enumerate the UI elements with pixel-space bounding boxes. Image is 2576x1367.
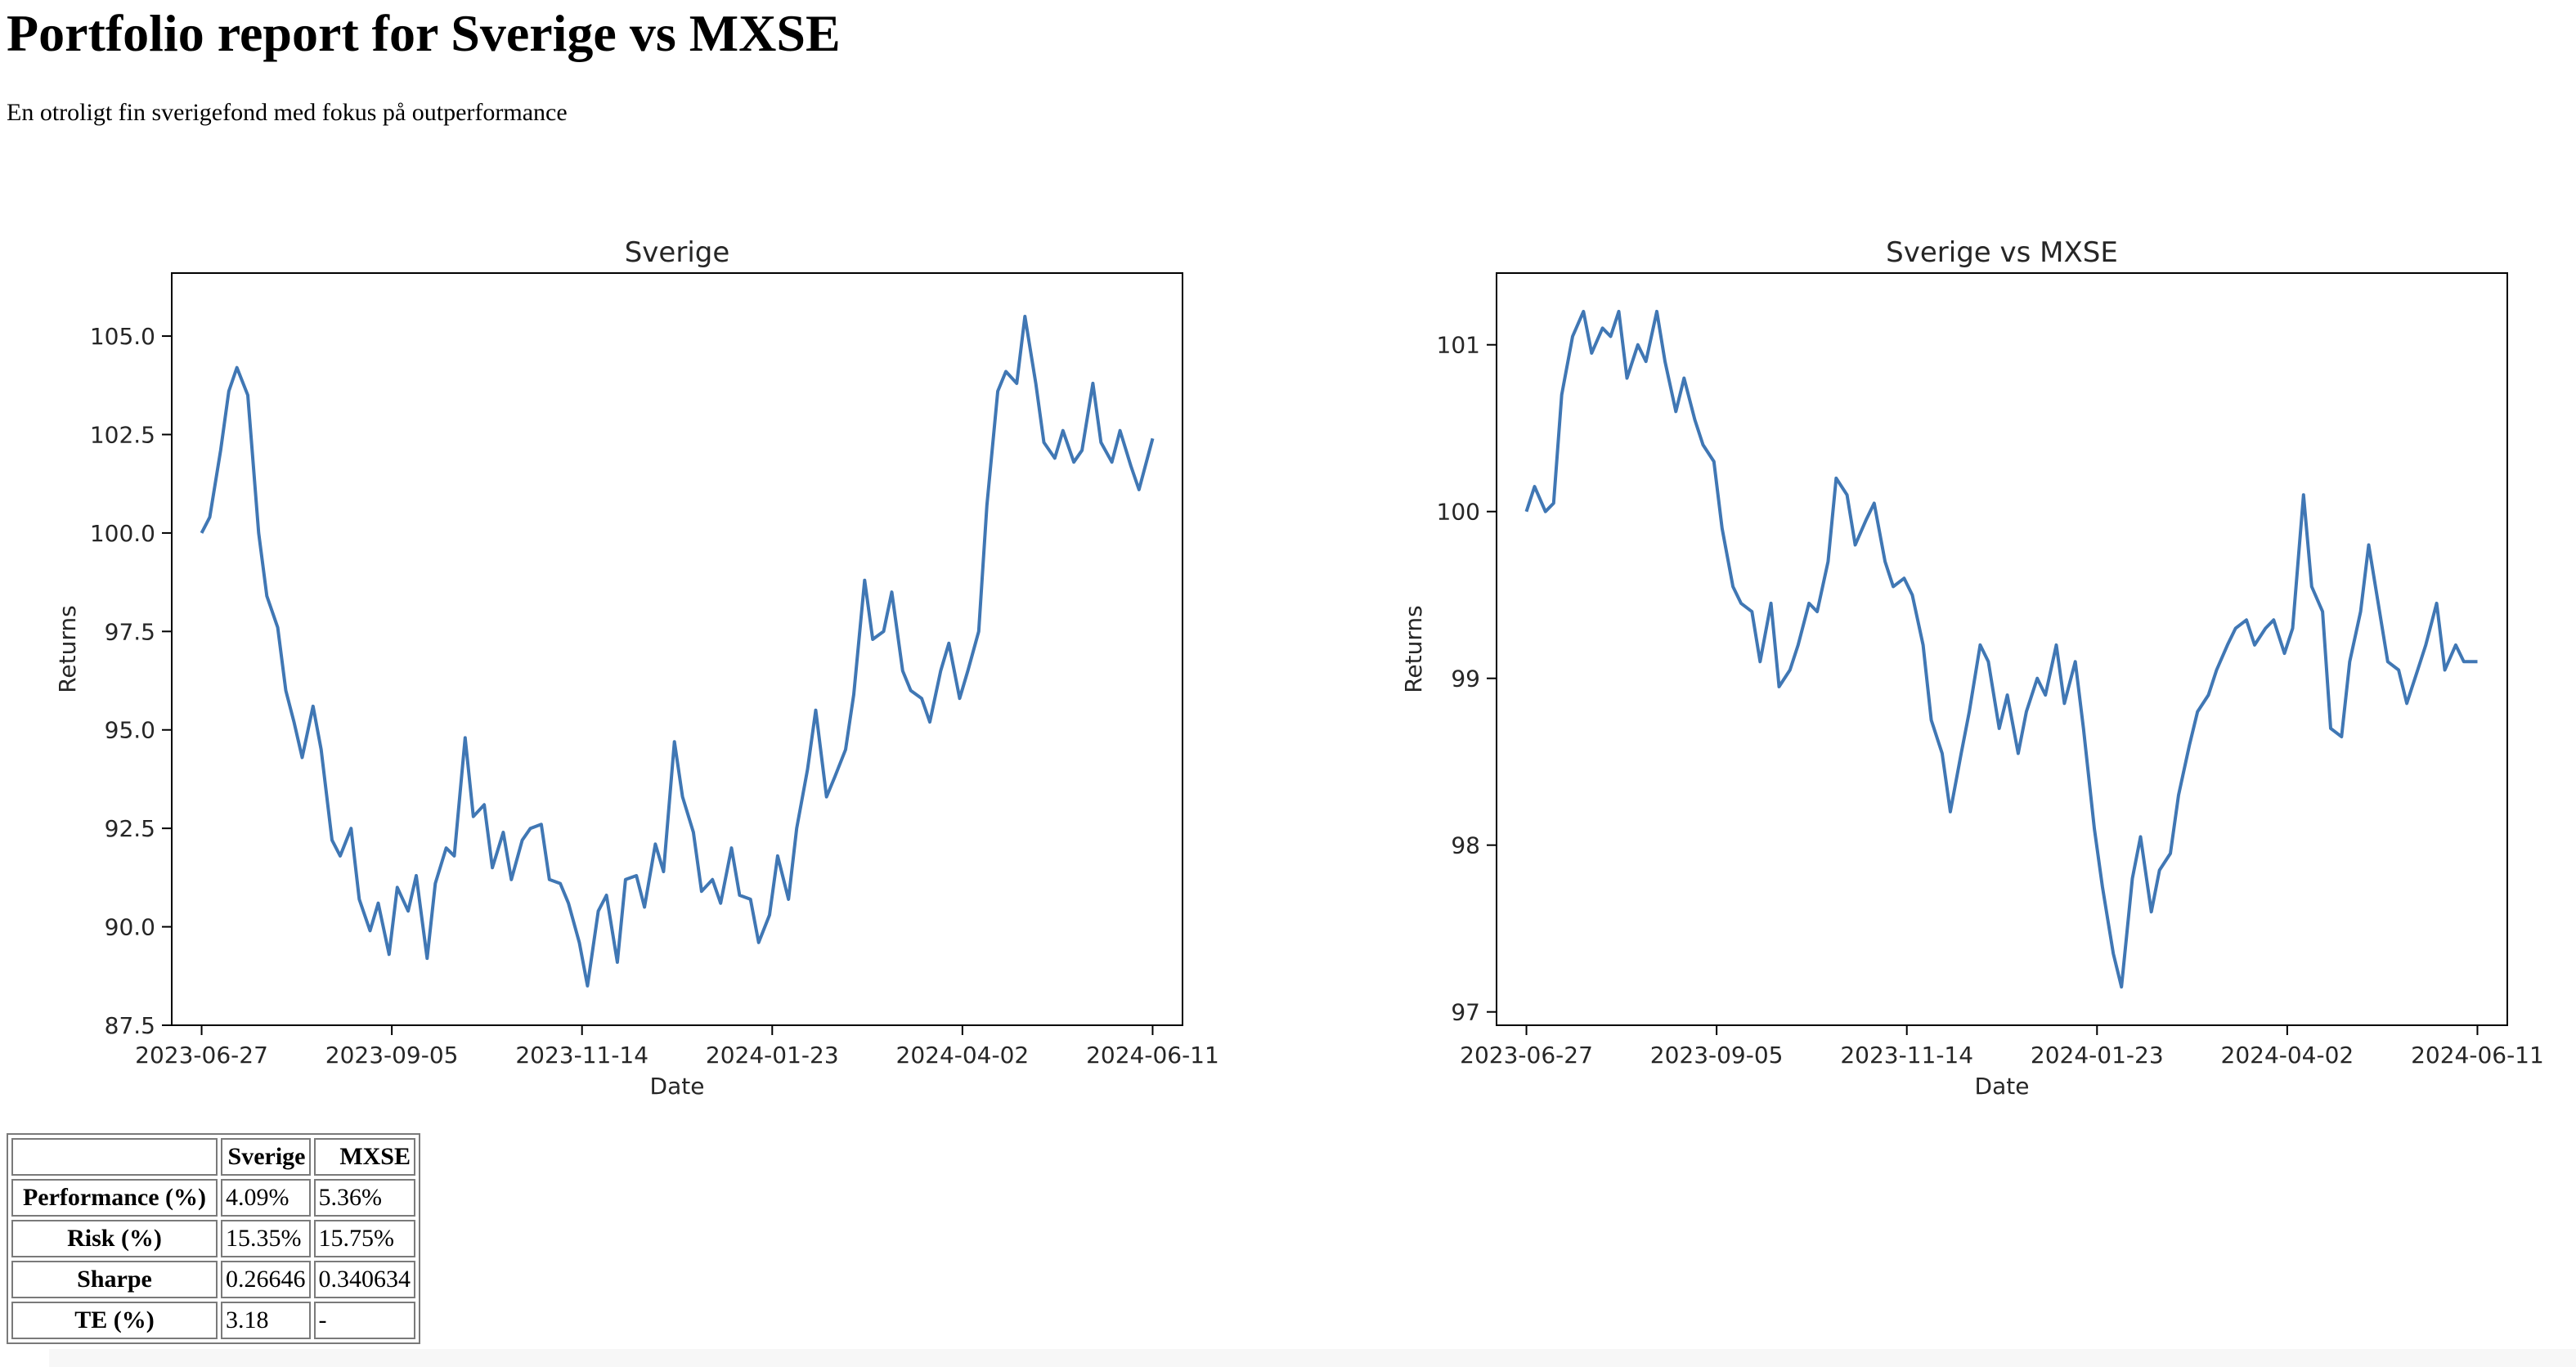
y-tick-label: 87.5 — [105, 1012, 155, 1039]
x-axis-label: Date — [650, 1073, 705, 1100]
stats-row-sharpe: Sharpe 0.26646 0.340634 — [11, 1261, 415, 1298]
plot-frame — [1496, 272, 2508, 1026]
x-tick-label: 2023-06-27 — [1460, 1042, 1593, 1069]
y-tick-label: 90.0 — [105, 914, 155, 941]
stats-cell-sverige: 4.09% — [221, 1179, 311, 1217]
y-tick-label: 98 — [1451, 832, 1480, 859]
plot-frame — [171, 272, 1183, 1026]
stats-cell-mxse: 15.75% — [313, 1220, 415, 1257]
chart-sverige-vs-mxse: Sverige vs MXSE 2023-06-27 2023-09-05 2023-… — [1400, 236, 2544, 1100]
stats-table: Sverige MXSE Performance (%) 4.09% 5.36%… — [7, 1133, 420, 1344]
y-tick-label: 105.0 — [90, 323, 155, 350]
x-tick-label: 2024-04-02 — [2221, 1042, 2354, 1069]
y-tick-label: 99 — [1451, 666, 1480, 692]
x-tick-label: 2024-01-23 — [2031, 1042, 2164, 1069]
stats-header-sverige: Sverige — [221, 1138, 311, 1176]
series-line — [1524, 309, 2478, 989]
x-tick-label: 2023-09-05 — [325, 1042, 459, 1069]
footer-band — [49, 1349, 2576, 1367]
x-tick-label: 2023-06-27 — [135, 1042, 268, 1069]
stats-row-risk: Risk (%) 15.35% 15.75% — [11, 1220, 415, 1257]
y-tick-label: 101 — [1437, 332, 1480, 359]
stats-row-label: TE (%) — [11, 1302, 218, 1339]
y-tick-label: 102.5 — [90, 421, 155, 448]
stats-cell-sverige: 3.18 — [221, 1302, 311, 1339]
y-tick-label: 92.5 — [105, 815, 155, 842]
stats-cell-mxse: 5.36% — [313, 1179, 415, 1217]
x-tick-label: 2024-06-11 — [2411, 1042, 2544, 1069]
stats-row-label: Risk (%) — [11, 1220, 218, 1257]
stats-cell-sverige: 15.35% — [221, 1220, 311, 1257]
stats-header-row: Sverige MXSE — [11, 1138, 415, 1176]
chart-title: Sverige — [625, 236, 730, 269]
stats-row-label: Sharpe — [11, 1261, 218, 1298]
stats-row-te: TE (%) 3.18 - — [11, 1302, 415, 1339]
stats-header-mxse: MXSE — [313, 1138, 415, 1176]
x-tick-label: 2024-04-02 — [896, 1042, 1030, 1069]
stats-header-empty — [11, 1138, 218, 1176]
x-tick-label: 2023-11-14 — [1840, 1042, 1973, 1069]
stats-cell-mxse: 0.340634 — [313, 1261, 415, 1298]
x-tick-label: 2024-06-11 — [1086, 1042, 1219, 1069]
stats-row-performance: Performance (%) 4.09% 5.36% — [11, 1179, 415, 1217]
x-tick-label: 2024-01-23 — [706, 1042, 839, 1069]
stats-row-label: Performance (%) — [11, 1179, 218, 1217]
chart-sverige: Sverige 2023-06-27 2023-09-05 2023-11-14 202… — [54, 236, 1219, 1100]
stats-cell-sverige: 0.26646 — [221, 1261, 311, 1298]
y-tick-label: 97.5 — [105, 618, 155, 645]
y-tick-label: 97 — [1451, 999, 1480, 1026]
chart-title: Sverige vs MXSE — [1886, 236, 2118, 269]
x-axis-label: Date — [1975, 1073, 2030, 1100]
y-tick-label: 100.0 — [90, 520, 155, 547]
x-tick-label: 2023-09-05 — [1650, 1042, 1784, 1069]
page-subtitle: En otroligt fin sverigefond med fokus på… — [7, 99, 568, 126]
y-tick-label: 100 — [1437, 499, 1480, 526]
y-axis-label: Returns — [54, 605, 81, 693]
y-tick-label: 95.0 — [105, 717, 155, 744]
stats-cell-mxse: - — [313, 1302, 415, 1339]
series-line — [200, 315, 1155, 988]
x-tick-label: 2023-11-14 — [515, 1042, 648, 1069]
y-axis-label: Returns — [1400, 605, 1427, 693]
page-title: Portfolio report for Sverige vs MXSE — [7, 4, 841, 62]
